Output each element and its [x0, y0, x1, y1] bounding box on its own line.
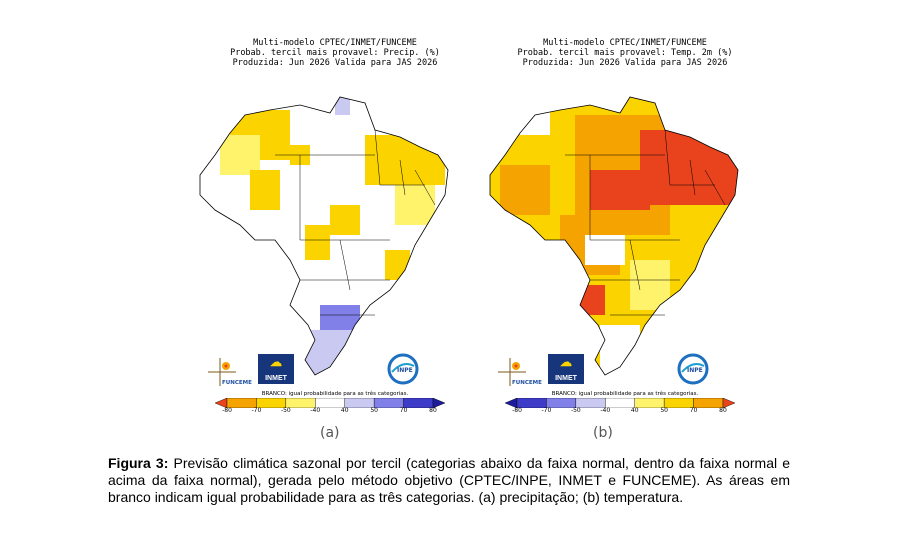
temperature-map	[489, 96, 739, 376]
precipitation-shading	[200, 97, 448, 375]
inmet-label: INMET	[555, 375, 577, 382]
colorbar-tick-label: -40	[310, 407, 321, 414]
inpe-logo-icon: INPE	[677, 353, 709, 385]
panel-title-line1: Multi-modelo CPTEC/INMET/FUNCEME	[253, 38, 417, 48]
temperature-shading	[490, 97, 738, 375]
precipitation-map	[199, 96, 449, 376]
panel-label: (b)	[593, 425, 613, 441]
colorbar-ticks: -80 -70 -50 -40 40 50 70 80	[505, 407, 735, 417]
inmet-label: INMET	[265, 375, 287, 382]
colorbar-tick-label: 80	[719, 407, 727, 414]
inpe-label: INPE	[397, 367, 413, 374]
funceme-logo-icon: FUNCEME	[498, 358, 542, 386]
funceme-label: FUNCEME	[512, 380, 542, 386]
funceme-logo-icon: FUNCEME	[208, 358, 252, 386]
inpe-label: INPE	[687, 367, 703, 374]
colorbar-segment	[432, 398, 445, 408]
logo-strip: FUNCEME ☁ INMET INPE	[498, 352, 728, 392]
colorbar-tick-label: 50	[660, 407, 668, 414]
colorbar-tick-label: -80	[222, 407, 232, 414]
colorbar-tick-label: 70	[399, 407, 408, 414]
inmet-logo-icon: ☁ INMET	[548, 354, 584, 384]
logo-strip: FUNCEME ☁ INMET INPE	[208, 352, 438, 392]
colorbar-tick-label: -70	[541, 407, 552, 414]
colorbar-ticks: -80 -70 -50 -40 40 50 70 80	[215, 407, 445, 417]
panel-title-line2: Probab. tercil mais provavel: Temp. 2m (…	[517, 48, 733, 58]
colorbar-tick-label: 40	[630, 407, 639, 414]
panel-title-line1: Multi-modelo CPTEC/INMET/FUNCEME	[543, 38, 707, 48]
panel-title-line3: Produzida: Jun 2026 Valida para JAS 2026	[232, 58, 438, 68]
colorbar-tick-label: -70	[251, 407, 262, 414]
colorbar-tick-label: 40	[340, 407, 349, 414]
colorbar-tick-label: -50	[570, 407, 581, 414]
colorbar-segment	[722, 398, 735, 408]
caption-prefix: Figura 3:	[108, 455, 169, 471]
panel-precipitation: Multi-modelo CPTEC/INMET/FUNCEME Probab.…	[190, 30, 520, 450]
colorbar-tick-label: 80	[429, 407, 437, 414]
panel-title-line2: Probab. tercil mais provavel: Precip. (%…	[230, 48, 440, 58]
funceme-label: FUNCEME	[222, 380, 252, 386]
inpe-logo-icon: INPE	[387, 353, 419, 385]
panel-temperature: Multi-modelo CPTEC/INMET/FUNCEME Probab.…	[480, 30, 810, 450]
figure-caption: Figura 3: Previsão climática sazonal por…	[108, 455, 790, 506]
colorbar-tick-label: 50	[370, 407, 378, 414]
colorbar-tick-label: -50	[280, 407, 291, 414]
colorbar-tick-label: 70	[689, 407, 698, 414]
panel-title-line3: Produzida: Jun 2026 Valida para JAS 2026	[522, 58, 728, 68]
legend-note: BRANCO: igual probabilidade para as três…	[551, 391, 699, 397]
legend-note: BRANCO: igual probabilidade para as três…	[261, 391, 409, 397]
panel-label: (a)	[320, 425, 340, 441]
colorbar-tick-label: -40	[600, 407, 611, 414]
caption-text: Previsão climática sazonal por tercil (c…	[108, 455, 791, 505]
colorbar-tick-label: -80	[512, 407, 522, 414]
colorbar	[215, 398, 445, 408]
inmet-logo-icon: ☁ INMET	[258, 354, 294, 384]
colorbar	[505, 398, 735, 408]
